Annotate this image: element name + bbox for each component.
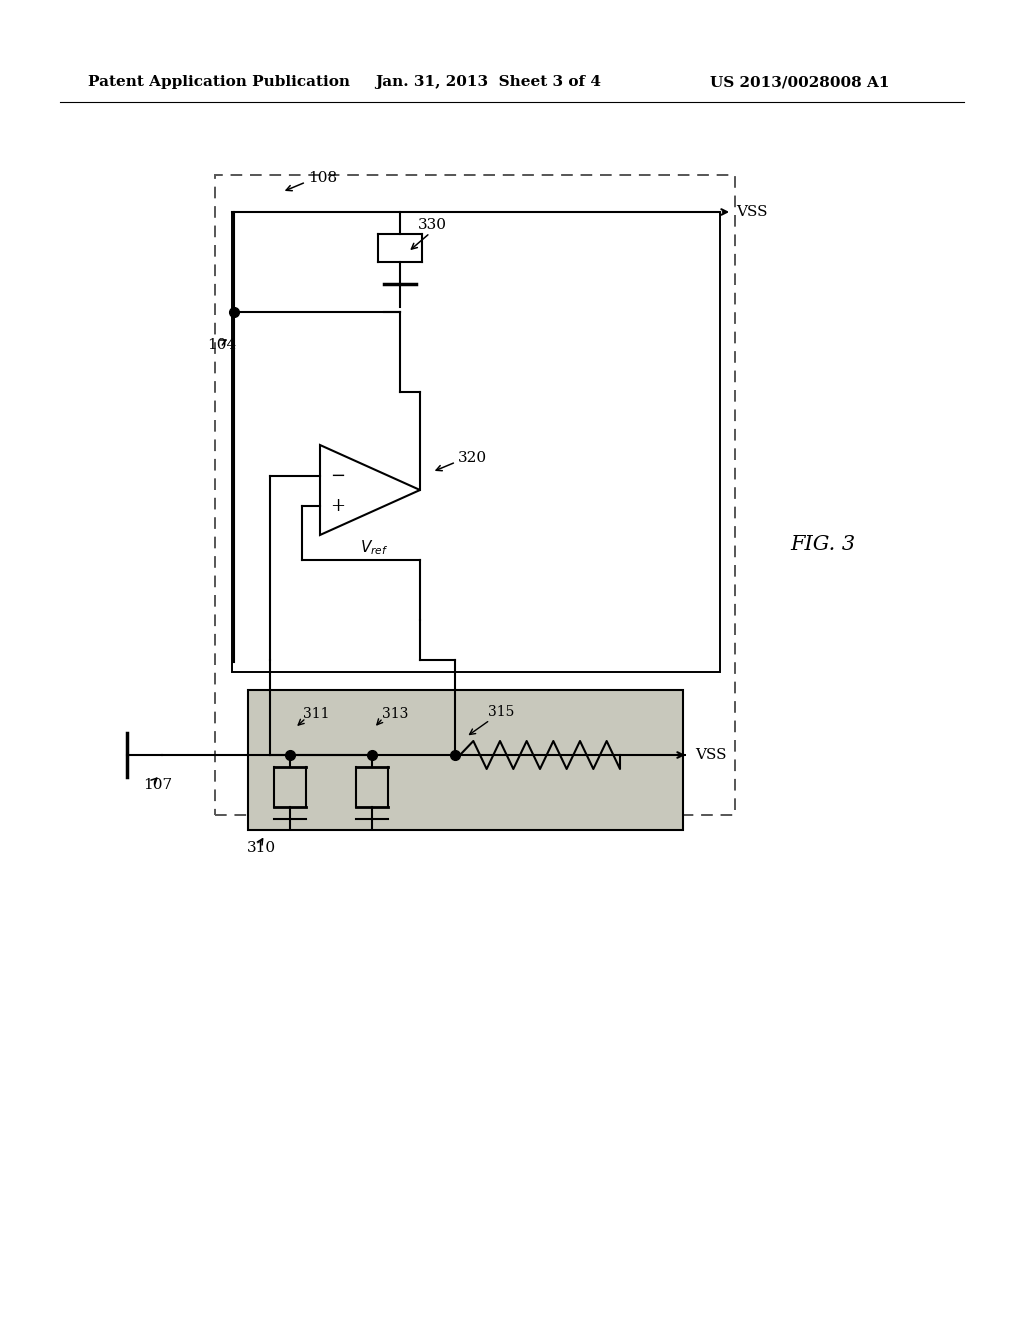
Text: 330: 330: [418, 218, 447, 232]
Polygon shape: [319, 445, 420, 535]
Text: FIG. 3: FIG. 3: [790, 536, 855, 554]
Text: 108: 108: [308, 172, 337, 185]
Text: +: +: [330, 498, 345, 515]
Text: 104: 104: [207, 338, 237, 352]
Text: 107: 107: [143, 777, 172, 792]
Text: Jan. 31, 2013  Sheet 3 of 4: Jan. 31, 2013 Sheet 3 of 4: [375, 75, 601, 88]
Text: VSS: VSS: [695, 748, 726, 762]
Bar: [232, 213, 720, 672]
Bar: [248, 690, 683, 830]
Text: 313: 313: [382, 708, 409, 721]
Text: 311: 311: [303, 708, 330, 721]
Text: $V_{ref}$: $V_{ref}$: [360, 539, 388, 557]
Text: 315: 315: [488, 705, 514, 719]
Text: 310: 310: [247, 841, 276, 855]
Text: Patent Application Publication: Patent Application Publication: [88, 75, 350, 88]
Text: US 2013/0028008 A1: US 2013/0028008 A1: [710, 75, 890, 88]
Bar: [215, 176, 735, 814]
Text: −: −: [330, 467, 345, 484]
Text: 320: 320: [458, 451, 487, 465]
Text: VSS: VSS: [736, 205, 768, 219]
